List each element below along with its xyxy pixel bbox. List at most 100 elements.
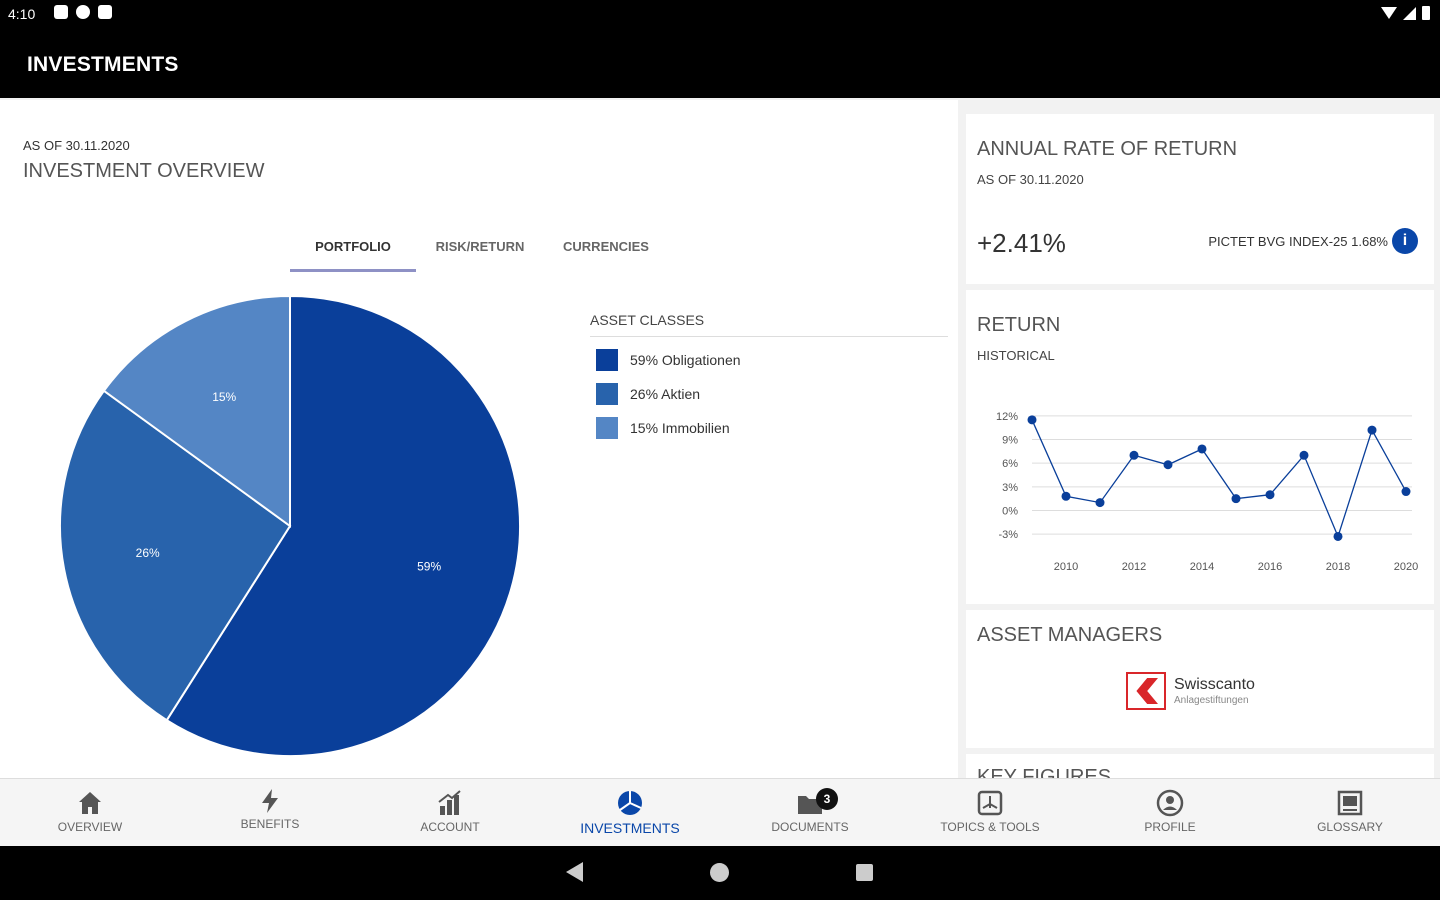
logo-subtitle: Anlagestiftungen <box>1174 695 1249 706</box>
nav-investments[interactable]: INVESTMENTS <box>540 779 720 847</box>
x-tick-label: 2014 <box>1190 561 1214 573</box>
investment-overview-panel: AS OF 30.11.2020 INVESTMENT OVERVIEW POR… <box>0 100 958 778</box>
nav-label: INVESTMENTS <box>580 820 680 836</box>
swisscanto-logo[interactable]: Swisscanto Anlagestiftungen <box>1126 672 1255 710</box>
lightning-icon <box>262 789 278 813</box>
return-data-point <box>1095 498 1105 508</box>
y-tick-label: 0% <box>1002 505 1018 517</box>
legend-label: 26% Aktien <box>630 386 701 402</box>
legend-item[interactable]: 26% Aktien <box>596 383 948 405</box>
nav-documents[interactable]: 3 DOCUMENTS <box>720 779 900 847</box>
overview-title: INVESTMENT OVERVIEW <box>23 160 265 182</box>
benchmark-value: PICTET BVG INDEX-25 1.68% <box>1208 234 1388 249</box>
bar-chart-icon <box>438 790 461 815</box>
nav-glossary[interactable]: GLOSSARY <box>1260 779 1440 847</box>
key-figures-card: KEY FIGURES <box>966 754 1434 778</box>
pie-slice-label: 15% <box>212 390 236 404</box>
return-data-point <box>1367 425 1377 435</box>
return-card: RETURN HISTORICAL 12% 9% 6% 3% 0% -3% 2010 2012… <box>966 290 1434 604</box>
pie-slice[interactable] <box>165 294 521 757</box>
x-tick-label: 2020 <box>1394 561 1418 573</box>
swisscanto-logo-mark <box>1126 672 1166 710</box>
user-icon <box>1156 789 1184 817</box>
annual-return-title: ANNUAL RATE OF RETURN <box>977 138 1238 160</box>
legend-swatch <box>596 417 618 439</box>
sd-card-icon <box>98 5 112 19</box>
x-tick-label: 2016 <box>1258 561 1282 573</box>
portfolio-pie-chart[interactable]: 59% 26% 15% <box>58 294 522 758</box>
nav-account[interactable]: ACCOUNT <box>360 779 540 847</box>
y-tick-label: -3% <box>998 529 1018 541</box>
recents-icon[interactable] <box>856 864 873 881</box>
nav-label: ACCOUNT <box>420 820 480 834</box>
return-title: RETURN <box>977 314 1061 336</box>
glossary-icon <box>1337 790 1363 816</box>
legend-label: 15% Immobilien <box>630 420 730 436</box>
nav-overview[interactable]: OVERVIEW <box>0 779 180 847</box>
main-content[interactable]: AS OF 30.11.2020 INVESTMENT OVERVIEW POR… <box>0 98 1440 778</box>
return-data-point <box>1231 494 1241 504</box>
pie-slice[interactable] <box>59 389 292 722</box>
logo-name: Swisscanto <box>1174 676 1255 693</box>
status-time: 4:10 <box>8 6 36 22</box>
legend-title: ASSET CLASSES <box>590 312 948 337</box>
overview-as-of: AS OF 30.11.2020 <box>23 138 130 153</box>
return-data-point <box>1129 450 1139 460</box>
pie-chart-icon <box>618 791 642 815</box>
tab-portfolio[interactable]: PORTFOLIO <box>290 234 416 272</box>
pie-slice[interactable] <box>102 294 291 528</box>
nav-label: DOCUMENTS <box>771 820 849 834</box>
annual-return-card: ANNUAL RATE OF RETURN AS OF 30.11.2020 +… <box>966 114 1434 284</box>
return-subtitle: HISTORICAL <box>977 348 1055 363</box>
back-icon[interactable] <box>566 862 583 882</box>
nav-topics-tools[interactable]: TOPICS & TOOLS <box>900 779 1080 847</box>
return-data-point <box>1265 490 1275 500</box>
return-data-point <box>1061 491 1071 501</box>
book-icon <box>977 790 1003 816</box>
nav-benefits[interactable]: BENEFITS <box>180 779 360 847</box>
battery-icon <box>1422 6 1430 20</box>
nav-label: BENEFITS <box>240 817 300 831</box>
y-tick-label: 9% <box>1002 435 1018 447</box>
y-tick-label: 12% <box>996 411 1018 423</box>
tab-risk-return[interactable]: RISK/RETURN <box>435 239 525 254</box>
annual-return-value: +2.41% <box>977 228 1066 258</box>
tab-currencies[interactable]: CURRENCIES <box>563 239 649 254</box>
notification-icon <box>76 5 90 19</box>
notification-icon <box>54 5 68 19</box>
nav-profile[interactable]: PROFILE <box>1080 779 1260 847</box>
legend-label: 59% Obligationen <box>630 352 741 368</box>
nav-label: GLOSSARY <box>1317 820 1383 834</box>
legend-swatch <box>596 349 618 371</box>
app-bar: INVESTMENTS <box>0 30 1440 98</box>
info-icon[interactable]: i <box>1392 228 1418 254</box>
nav-label: PROFILE <box>1144 820 1196 834</box>
status-bar: 4:10 <box>0 0 1440 30</box>
asset-managers-title: ASSET MANAGERS <box>977 624 1163 646</box>
documents-badge: 3 <box>816 788 838 810</box>
return-data-point <box>1299 450 1309 460</box>
legend-item[interactable]: 15% Immobilien <box>596 417 948 439</box>
return-data-point <box>1163 460 1173 470</box>
signal-icon <box>1403 6 1416 20</box>
home-button-icon[interactable] <box>710 863 729 882</box>
wifi-icon <box>1381 7 1397 19</box>
legend-item[interactable]: 59% Obligationen <box>596 349 948 371</box>
nav-label: OVERVIEW <box>57 820 123 834</box>
historical-return-chart[interactable]: 12% 9% 6% 3% 0% -3% 2010 2012 2014 2016 2018 2020 <box>976 394 1420 595</box>
asset-classes-legend: ASSET CLASSES 59% Obligationen 26% Aktie… <box>590 312 948 439</box>
return-data-point <box>1401 487 1411 497</box>
key-figures-title: KEY FIGURES <box>977 766 1112 778</box>
return-series-line <box>1031 419 1407 539</box>
y-tick-label: 6% <box>1002 458 1018 470</box>
return-data-point <box>1027 415 1037 425</box>
home-icon <box>79 792 101 814</box>
asset-managers-card: ASSET MANAGERS Swisscanto Anlagestiftung… <box>966 610 1434 748</box>
annual-return-as-of: AS OF 30.11.2020 <box>977 172 1084 187</box>
system-status-icons <box>1381 6 1430 20</box>
x-tick-label: 2018 <box>1326 561 1350 573</box>
bottom-navigation: OVERVIEW BENEFITS ACCOUNT INVESTMENTS 3 … <box>0 778 1440 846</box>
pie-slice-label: 26% <box>136 546 160 560</box>
page-title: INVESTMENTS <box>27 53 179 76</box>
x-tick-label: 2012 <box>1122 561 1146 573</box>
